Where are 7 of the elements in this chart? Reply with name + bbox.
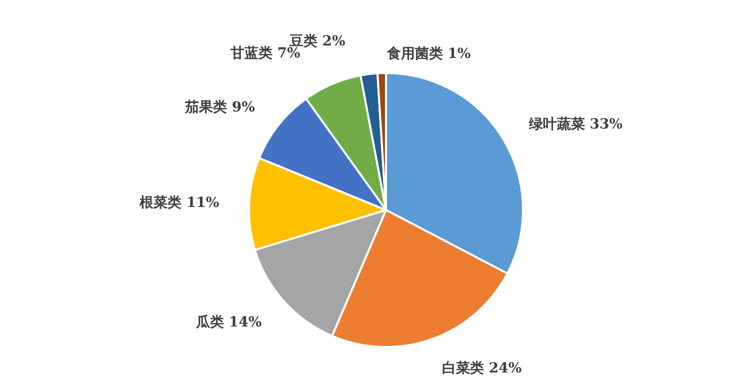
- slice-label: 根菜类 11%: [138, 195, 220, 212]
- slice-label: 白菜类 24%: [442, 360, 522, 376]
- slice-label: 茄果类 9%: [184, 99, 255, 116]
- slice-label: 食用菌类 1%: [386, 46, 471, 62]
- slice-label: 瓜类 14%: [194, 313, 262, 330]
- slice-label: 绿叶蔬菜 33%: [528, 116, 623, 133]
- slice-label: 甘蓝类 7%: [229, 45, 300, 62]
